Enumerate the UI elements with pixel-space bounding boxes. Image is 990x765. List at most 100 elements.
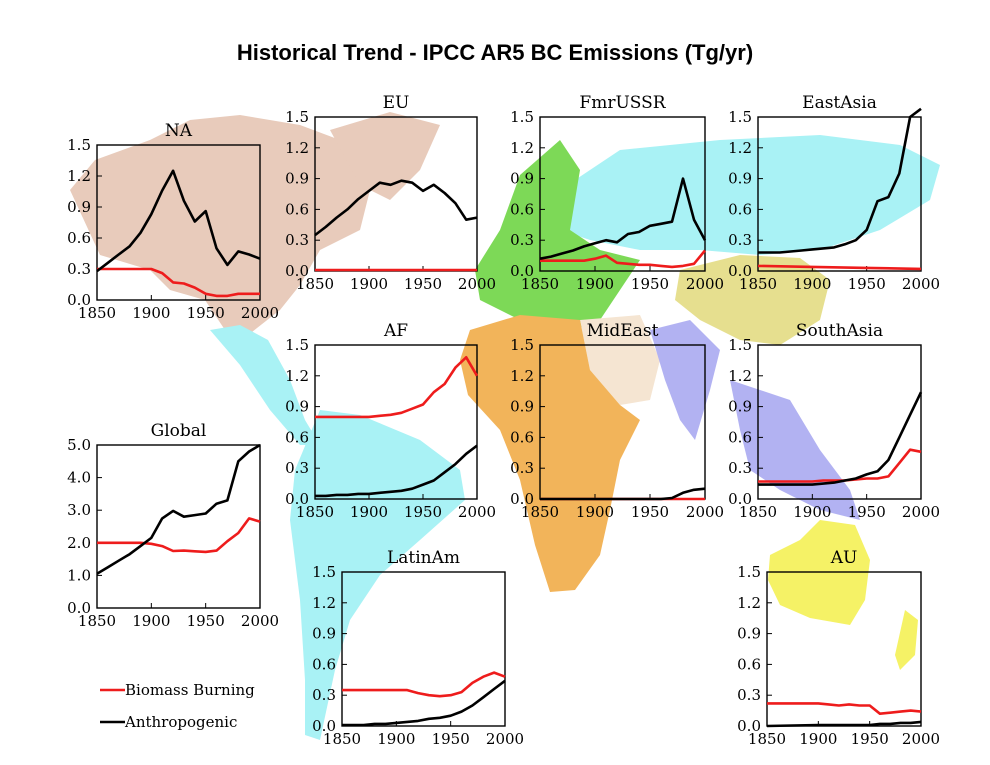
map-europe	[475, 140, 640, 335]
panel-mideast: MidEast 1850 1900 1950 2000 0.0 0.3 0.6 0.9 1.2 1.…	[510, 321, 724, 521]
panel-global: Global 1850 1900 1950 2000 0.0 1.0 2.0 3.0 4.0 5.0	[67, 421, 279, 630]
y-tick-label: 0.9	[510, 398, 534, 416]
x-tick-label: 2000	[686, 275, 724, 293]
x-tick-label: 1850	[739, 275, 777, 293]
x-tick-label: 1850	[78, 304, 116, 322]
y-tick-label: 1.5	[285, 336, 309, 354]
y-tick-label: 0.9	[285, 398, 309, 416]
y-tick-label: 0.9	[67, 198, 91, 216]
panel-af: AF 1850 1900 1950 2000 0.0 0.3 0.6 0.9 1.2 1.5	[285, 321, 496, 521]
x-tick-label: 2000	[902, 730, 940, 748]
y-tick-label: 0.3	[510, 459, 534, 477]
panel-title-southasia: SouthAsia	[796, 321, 883, 341]
map-middle-east	[580, 315, 660, 405]
series-line-biomass	[540, 249, 707, 269]
y-tick-label: 0.9	[510, 170, 534, 188]
series-line-anthropogenic	[539, 177, 707, 260]
y-tick-label: 0.0	[510, 262, 534, 280]
y-tick-label: 0.6	[728, 200, 752, 218]
map-india	[650, 320, 720, 440]
y-tick-label: 4.0	[67, 469, 91, 487]
x-tick-label: 1850	[296, 503, 334, 521]
y-tick-label: 0.0	[285, 490, 309, 508]
x-tick-label: 1900	[132, 612, 170, 630]
y-tick-label: 0.6	[67, 229, 91, 247]
map-north-america	[70, 115, 370, 332]
series-line-biomass	[97, 517, 261, 554]
y-tick-label: 0.0	[728, 490, 752, 508]
panel-title-af: AF	[383, 321, 408, 341]
y-tick-label: 1.2	[285, 367, 309, 385]
y-tick-label: 0.9	[285, 170, 309, 188]
panel-au: AU 1850 1900 1950 2000 0.0 0.3 0.6 0.9 1.2 1.5	[737, 548, 940, 748]
y-tick-label: 0.0	[67, 291, 91, 309]
y-tick-label: 1.5	[728, 108, 752, 126]
panel-fmrussr: FmrUSSR 1850 1900 1950 2000 0.0 0.3 0.6 0.9 1.2 1.…	[510, 93, 724, 293]
x-tick-label: 1850	[521, 503, 559, 521]
x-tick-label: 1850	[521, 275, 559, 293]
x-tick-label: 1950	[404, 503, 442, 521]
legend: Biomass Burning Anthropogenic	[100, 681, 255, 731]
map-south-america	[290, 410, 465, 740]
series-line-biomass	[757, 264, 922, 271]
panel-title-na: NA	[165, 121, 193, 141]
map-china	[675, 255, 830, 345]
x-tick-label: 1950	[631, 275, 669, 293]
panel-eu: EU 1850 1900 1950 2000 0.0 0.3 0.6 0.9 1.2 1.5	[285, 93, 496, 293]
y-tick-label: 0.3	[285, 231, 309, 249]
x-tick-label: 1950	[631, 503, 669, 521]
panel-frame-af	[314, 344, 478, 500]
series-line-biomass	[315, 355, 479, 419]
map-central-america	[210, 325, 320, 445]
y-tick-label: 0.3	[312, 686, 336, 704]
x-tick-label: 1900	[799, 730, 837, 748]
panel-title-eastasia: EastAsia	[802, 93, 877, 113]
series-line-anthropogenic	[96, 443, 261, 575]
panel-southasia: SouthAsia 1850 1900 1950 2000 0.0 0.3 0.6 0.9 1.2…	[728, 321, 940, 521]
series-line-anthropogenic	[314, 179, 478, 237]
y-tick-label: 1.2	[312, 594, 336, 612]
x-tick-label: 1900	[576, 503, 614, 521]
x-tick-label: 1900	[793, 503, 831, 521]
y-tick-label: 3.0	[67, 501, 91, 519]
x-tick-label: 2000	[241, 612, 279, 630]
panel-frame-na	[96, 144, 261, 301]
x-tick-label: 1900	[793, 275, 831, 293]
x-tick-label: 1900	[377, 730, 415, 748]
legend-label: Anthropogenic	[124, 713, 237, 731]
x-tick-label: 1850	[78, 612, 116, 630]
y-tick-label: 5.0	[67, 436, 91, 454]
y-tick-label: 1.2	[728, 139, 752, 157]
map-africa	[460, 315, 640, 592]
x-tick-label: 1950	[848, 275, 886, 293]
x-tick-label: 1950	[187, 612, 225, 630]
panel-title-fmrussr: FmrUSSR	[579, 93, 666, 113]
y-tick-label: 0.3	[67, 260, 91, 278]
y-tick-label: 0.6	[737, 655, 761, 673]
x-tick-label: 1950	[432, 730, 470, 748]
x-tick-label: 1950	[404, 275, 442, 293]
y-tick-label: 0.3	[510, 231, 534, 249]
series-line-anthropogenic	[96, 169, 261, 273]
series-line-biomass	[342, 671, 506, 698]
x-tick-label: 2000	[902, 503, 940, 521]
y-tick-label: 0.9	[737, 625, 761, 643]
y-tick-label: 1.0	[67, 566, 91, 584]
y-tick-label: 0.0	[67, 599, 91, 617]
panel-frame-mideast	[539, 344, 706, 500]
series-line-anthropogenic	[766, 720, 922, 728]
series-line-anthropogenic	[540, 487, 706, 501]
y-tick-label: 0.6	[285, 428, 309, 446]
y-tick-label: 0.6	[312, 655, 336, 673]
panel-frame-latinam	[341, 571, 506, 727]
y-tick-label: 0.0	[737, 717, 761, 735]
series-line-anthropogenic	[342, 679, 506, 727]
panel-title-mideast: MidEast	[587, 321, 659, 341]
panel-title-au: AU	[830, 548, 858, 568]
y-tick-label: 0.3	[728, 459, 752, 477]
y-tick-label: 0.9	[728, 398, 752, 416]
y-tick-label: 1.5	[728, 336, 752, 354]
x-tick-label: 2000	[686, 503, 724, 521]
map-new-zealand	[895, 610, 918, 670]
